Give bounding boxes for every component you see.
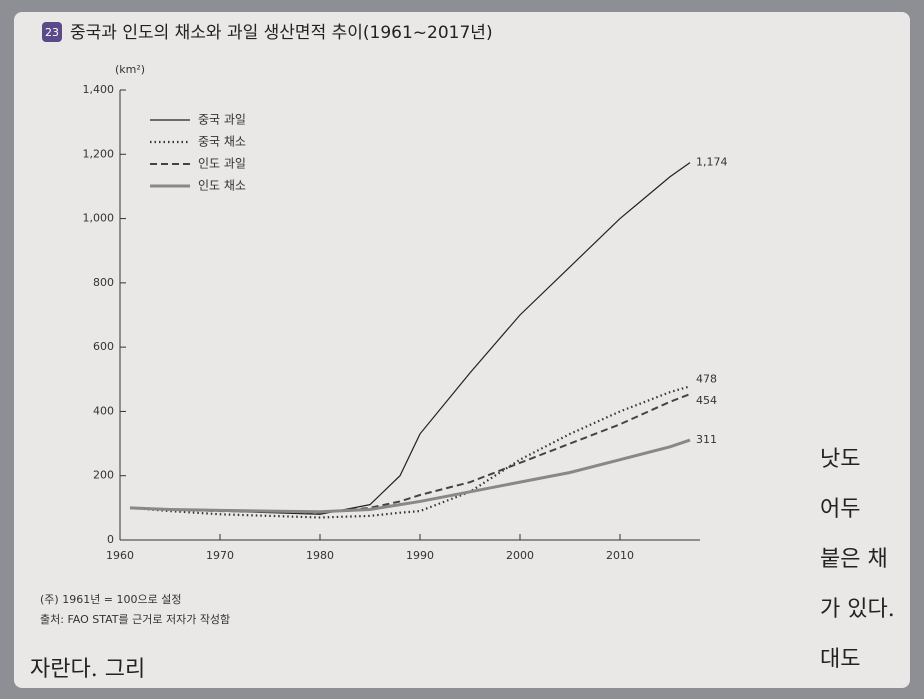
chart-title: 중국과 인도의 채소와 과일 생산면적 추이(1961~2017년)	[70, 23, 493, 43]
body-text: 붙은 채	[820, 547, 888, 572]
line	[129, 393, 691, 514]
body-text: 자란다. 그리	[30, 657, 145, 682]
badge-box	[42, 22, 62, 42]
line	[129, 438, 691, 514]
y-tick-label: 1,400	[83, 83, 115, 96]
legend-label: 인도 과일	[198, 157, 246, 171]
y-unit: (km²)	[115, 63, 145, 76]
note: (주) 1961년 = 100으로 설정	[40, 593, 182, 606]
x-tick-label: 1970	[206, 549, 234, 562]
badge: 23	[45, 26, 59, 39]
legend-label: 인도 채소	[198, 179, 246, 193]
x-tick-label: 1960	[106, 549, 134, 562]
y-tick-label: 0	[107, 533, 114, 546]
y-tick-label: 1,200	[83, 147, 115, 160]
value-label: 454	[696, 394, 717, 407]
y-tick-label: 1,000	[83, 212, 115, 225]
value-label: 478	[696, 372, 717, 385]
body-text: 어두	[820, 497, 860, 522]
y-tick-label: 400	[93, 404, 114, 417]
book-page	[14, 12, 910, 688]
y-tick-label: 200	[93, 469, 114, 482]
y-tick-label: 800	[93, 276, 114, 289]
value-label: 311	[696, 433, 717, 446]
legend-label: 중국 과일	[198, 113, 246, 127]
x-tick-label: 1990	[406, 549, 434, 562]
x-tick-label: 1980	[306, 549, 334, 562]
body-text: 대도	[820, 647, 860, 672]
body-text: 가 있다.	[820, 597, 895, 622]
x-tick-label: 2000	[506, 549, 534, 562]
value-label: 1,174	[696, 156, 728, 169]
body-text: 낫도	[820, 447, 860, 472]
legend-label: 중국 채소	[198, 135, 246, 149]
x-tick-label: 2010	[606, 549, 634, 562]
source: 출처: FAO STAT를 근거로 저자가 작성함	[40, 613, 230, 626]
line	[129, 385, 691, 519]
y-tick-label: 600	[93, 340, 114, 353]
